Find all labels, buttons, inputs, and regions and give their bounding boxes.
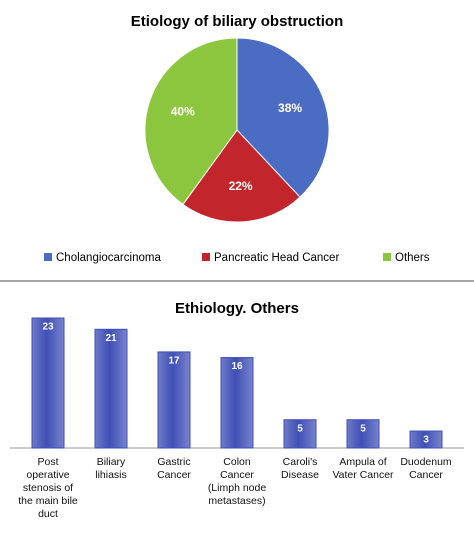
bar [283,419,317,449]
bar [409,430,443,449]
x-tick-label: Post operative stenosis of the main bile… [18,456,78,520]
pie-slice [182,129,301,223]
data-label: 38% [278,101,302,115]
data-label: 21 [105,333,117,344]
legend-swatch [383,253,391,261]
legend-label: Cholangiocarcinoma [56,252,161,264]
data-label: 22% [229,179,253,193]
x-tick-label: Ampula of Vater Cancer [332,456,394,481]
data-label: 3 [423,435,429,446]
bar [157,351,191,449]
legend-label: Others [395,252,430,264]
x-tick-label: Gastric Cancer [157,456,191,481]
bar [220,357,254,449]
pie-slice [236,37,330,198]
bar [94,328,128,449]
legend-label: Pancreatic Head Cancer [214,252,339,264]
legend-swatch [202,253,210,261]
data-label: 23 [42,322,54,333]
bar [346,419,380,449]
data-label: 40% [171,105,195,119]
pie-slice [144,37,238,206]
chart-title: Ethiology. Others [175,300,299,317]
data-label: 17 [168,356,180,367]
data-label: 5 [297,423,303,434]
data-label: 16 [231,361,243,372]
data-label: 5 [360,423,366,434]
chart-title: Etiology of biliary obstruction [131,13,344,30]
x-tick-label: Caroli's Disease [281,456,319,481]
legend-swatch [44,253,52,261]
x-tick-label: Biliary lihiasis [95,456,127,481]
x-tick-label: Duodenum Cancer [400,456,452,481]
x-tick-label: Colon Cancer (Limph node metastases) [207,456,267,507]
bar [31,317,65,449]
